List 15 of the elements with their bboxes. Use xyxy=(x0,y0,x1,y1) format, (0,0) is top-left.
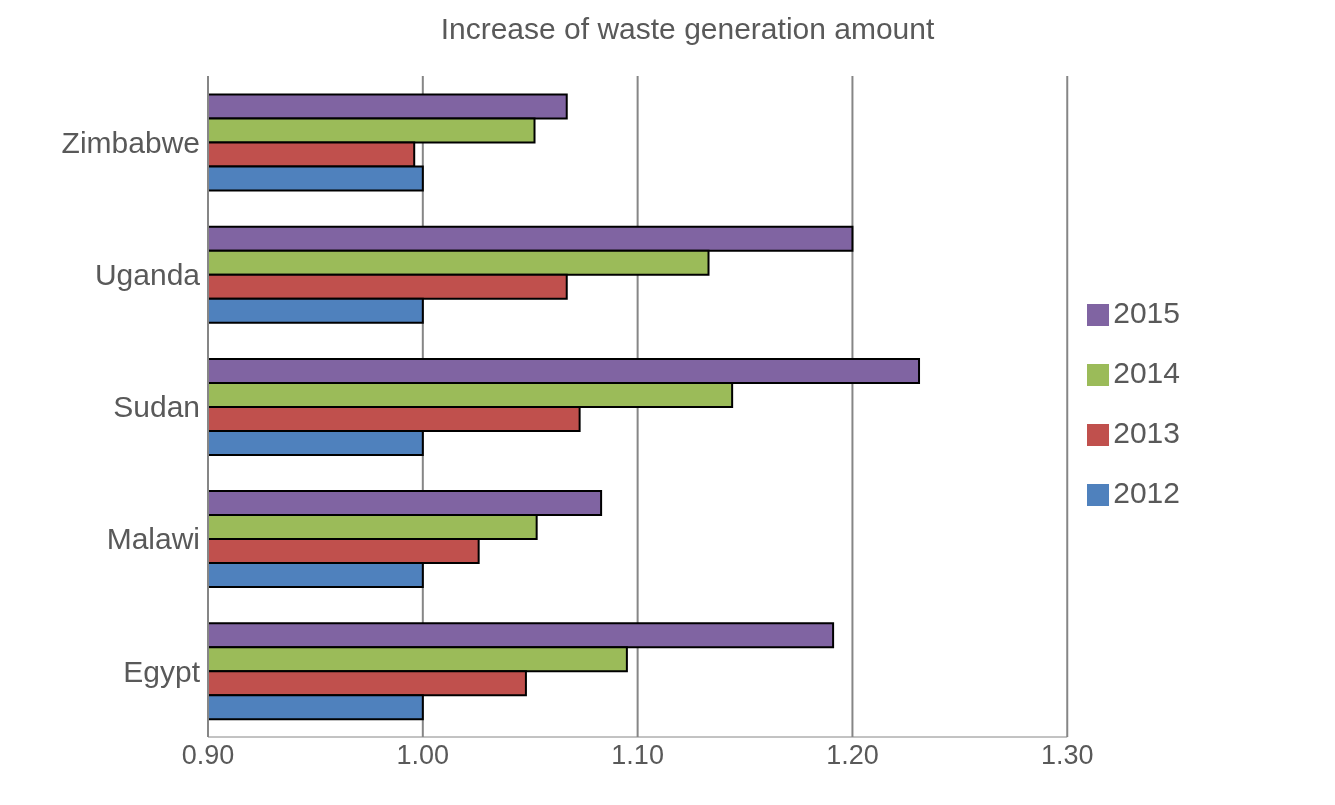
y-tick-label: Sudan xyxy=(113,390,200,424)
x-tick-label: 1.20 xyxy=(826,740,879,771)
chart-title: Increase of waste generation amount xyxy=(439,12,936,46)
legend-label: 2013 xyxy=(1113,415,1180,449)
x-tick-label: 1.10 xyxy=(611,740,664,771)
x-tick-label: 1.00 xyxy=(396,740,450,771)
y-tick-label: Uganda xyxy=(94,257,201,291)
y-tick-label: Malawi xyxy=(106,522,200,556)
legend-label: 2012 xyxy=(1113,475,1180,509)
x-tick-label: 0.90 xyxy=(181,740,235,771)
legend-label: 2014 xyxy=(1113,355,1180,389)
x-tick-label: 1.30 xyxy=(1040,740,1094,771)
legend-label: 2015 xyxy=(1113,295,1180,329)
y-tick-label: Egypt xyxy=(123,654,201,688)
y-tick-label: Zimbabwe xyxy=(61,125,200,159)
